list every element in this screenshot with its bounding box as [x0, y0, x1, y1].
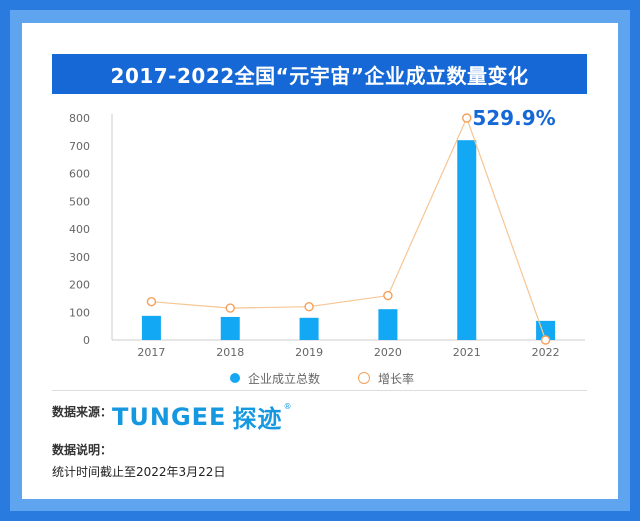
x-tick-label: 2021 — [453, 346, 481, 359]
growth-point — [225, 303, 235, 313]
bar — [378, 309, 398, 340]
chart-legend: 企业成立总数 增长率 — [230, 368, 452, 388]
registered-mark: ® — [283, 402, 292, 411]
growth-point — [540, 335, 551, 345]
growth-point — [383, 290, 393, 301]
growth-point — [304, 302, 314, 312]
growth-line — [151, 116, 547, 341]
bar-series — [141, 140, 556, 340]
growth-annotation: 529.9% — [472, 106, 555, 130]
note-label: 数据说明： — [52, 443, 113, 457]
note-text: 统计时间截止至2022年3月22日 — [52, 465, 226, 479]
legend-bar-label: 企业成立总数 — [248, 371, 321, 386]
line-series-ring-icon — [358, 372, 371, 384]
y-axis: 0 100 200 300 400 500 600 700 800 — [69, 112, 585, 347]
x-tick-label: 2020 — [374, 346, 402, 359]
y-tick-label: 600 — [69, 168, 90, 181]
growth-point — [462, 113, 472, 123]
chart-card — [22, 23, 618, 499]
x-tick-label: 2018 — [216, 346, 244, 359]
logo-text: TUNGEE — [112, 402, 227, 431]
bar-series-dot-icon — [230, 373, 240, 383]
y-tick-label: 0 — [83, 334, 90, 347]
bar — [220, 316, 240, 340]
x-tick-label: 2017 — [137, 346, 165, 359]
y-tick-label: 300 — [69, 251, 90, 264]
y-tick-label: 500 — [69, 195, 90, 208]
divider — [52, 390, 587, 391]
tungee-logo: TUNGEE 探迹 ® — [112, 399, 291, 434]
bar — [299, 317, 319, 340]
legend-item-line: 增长率 — [358, 370, 414, 387]
legend-line-label: 增长率 — [378, 371, 415, 386]
y-tick-label: 700 — [69, 140, 90, 153]
source-label: 数据来源： — [52, 405, 113, 419]
logo-cn-text: 探迹 — [232, 405, 283, 433]
y-tick-label: 200 — [69, 279, 90, 292]
chart-title: 2017-2022全国“元宇宙”企业成立数量变化 — [52, 54, 587, 94]
x-tick-label: 2022 — [532, 346, 560, 359]
line-series — [146, 113, 551, 345]
bar — [141, 315, 161, 340]
growth-point — [146, 297, 157, 307]
x-tick-label: 2019 — [295, 346, 323, 359]
y-tick-label: 800 — [69, 112, 90, 125]
legend-item-bar: 企业成立总数 — [230, 370, 320, 387]
y-tick-label: 100 — [69, 306, 90, 319]
y-tick-label: 400 — [69, 223, 90, 236]
bar — [457, 140, 477, 340]
x-axis: 2017 2018 2019 2020 2021 2022 — [137, 346, 559, 359]
